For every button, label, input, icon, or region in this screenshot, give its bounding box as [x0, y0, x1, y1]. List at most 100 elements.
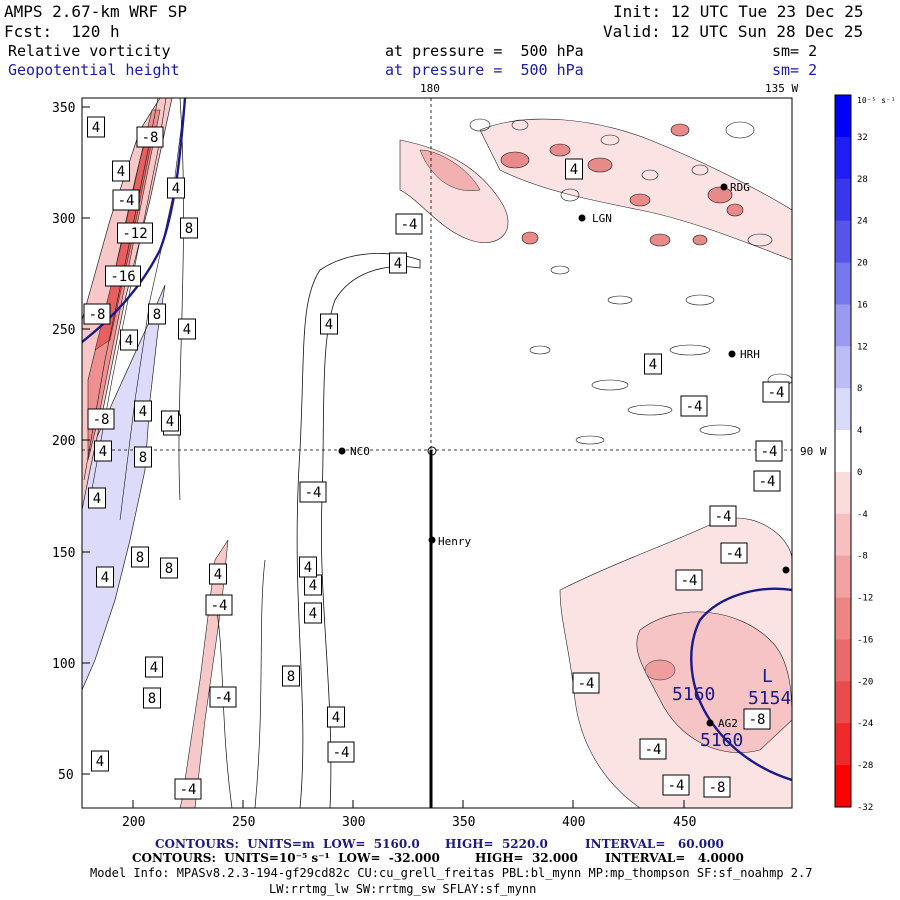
vorticity-contour-label: 8 [282, 665, 300, 687]
colorbar-swatch [835, 723, 851, 766]
colorbar-label: 0 [857, 468, 862, 478]
contours-height-interval: INTERVAL= 60.000 [585, 837, 724, 851]
x-tick-label: 350 [452, 815, 475, 830]
colorbar-unit: 10⁻⁵ s⁻¹ [857, 96, 896, 105]
svg-text:-4: -4 [726, 546, 743, 562]
station-label-lgn: LGN [592, 212, 612, 225]
height-contour-label: 5154 [748, 688, 791, 709]
vorticity-contour-label: 4 [94, 440, 112, 462]
contours-height-high: HIGH= 5220.0 [445, 837, 548, 851]
vorticity-contour-label: 8 [148, 303, 166, 325]
pole-marker [427, 446, 437, 456]
vorticity-contour-label: 8 [143, 687, 161, 709]
axis-ticks [82, 106, 685, 808]
svg-text:-4: -4 [645, 742, 662, 758]
model-info-radiation: LW:rrtmg_lw SW:rrtmg_sw SFLAY:sf_mynn [269, 882, 537, 896]
colorbar-label: 8 [857, 384, 862, 394]
svg-text:4: 4 [570, 162, 578, 178]
x-tick-label: 450 [673, 815, 696, 830]
colorbar-label: -32 [857, 803, 873, 813]
svg-text:8: 8 [153, 307, 161, 323]
station-dot [578, 214, 586, 222]
colorbar-swatch [835, 555, 851, 599]
lon-label-135w: 135 W [765, 82, 798, 95]
svg-text:8: 8 [148, 691, 156, 707]
svg-text:-4: -4 [715, 509, 732, 525]
vorticity-contour-label: -4 [112, 189, 140, 211]
y-tick-label: 250 [52, 323, 75, 338]
station-dot [720, 183, 728, 191]
vorticity-contour-label: 4 [304, 602, 322, 624]
station-label-henry: Henry [438, 535, 471, 548]
svg-text:-8: -8 [749, 712, 766, 728]
svg-text:-8: -8 [142, 130, 159, 146]
svg-text:-16: -16 [110, 269, 135, 285]
plot-frame [81, 97, 793, 809]
svg-text:4: 4 [183, 322, 191, 338]
svg-text:4: 4 [139, 404, 147, 420]
y-tick-label: 100 [52, 657, 75, 672]
colorbar-swatch [835, 430, 851, 473]
colorbar-swatch [835, 471, 851, 515]
vorticity-contour-label: 4 [112, 160, 130, 182]
shaded-fields [82, 98, 792, 808]
station-label-hrh: HRH [740, 348, 760, 361]
colorbar-swatch [835, 262, 851, 305]
svg-text:4: 4 [101, 570, 109, 586]
svg-text:4: 4 [125, 333, 133, 349]
svg-text:4: 4 [304, 560, 312, 576]
vorticity-contour-label: -8 [83, 303, 111, 325]
vorticity-contour-label: -8 [743, 708, 771, 730]
station-dot [428, 536, 436, 544]
svg-text:4: 4 [394, 256, 402, 272]
low-pressure-label: L [762, 666, 773, 687]
svg-text:8: 8 [139, 450, 147, 466]
vorticity-contour-label: -4 [209, 686, 237, 708]
contours-vort-info: CONTOURS: UNITS=10⁻⁵ s⁻¹ LOW= -32.000 [132, 851, 440, 865]
colorbar-swatch [835, 388, 851, 431]
svg-text:-4: -4 [761, 444, 778, 460]
svg-text:4: 4 [117, 164, 125, 180]
colorbar-swatch [835, 513, 851, 557]
svg-text:4: 4 [96, 754, 104, 770]
vorticity-contour-label: -4 [720, 542, 748, 564]
vorticity-contour-label: 8 [134, 446, 152, 468]
vorticity-contour-label: 4 [389, 252, 407, 274]
vorticity-contour-label: -12 [117, 222, 153, 244]
valid-time: Valid: 12 UTC Sun 28 Dec 25 [603, 22, 864, 41]
svg-text:-4: -4 [180, 782, 197, 798]
x-tick-label: 300 [342, 815, 365, 830]
vorticity-contour-label: 4 [644, 353, 662, 375]
vorticity-contour-label: -4 [205, 594, 233, 616]
svg-text:4: 4 [309, 606, 317, 622]
colorbar-swatch [835, 639, 851, 682]
colorbar-label: 12 [857, 342, 868, 352]
vorticity-contour-label: 4 [209, 563, 227, 585]
station-dot [706, 719, 714, 727]
svg-text:-12: -12 [122, 226, 147, 242]
height-contour-label: 5160 [700, 730, 743, 751]
colorbar-label: -16 [857, 635, 873, 645]
vorticity-contour-label: -8 [87, 408, 115, 430]
vorticity-contour-label: 4 [120, 329, 138, 351]
colorbar-swatch [835, 765, 851, 808]
colorbar-label: -8 [857, 552, 868, 562]
colorbar-label: 16 [857, 300, 868, 310]
svg-text:4: 4 [92, 120, 100, 136]
station-label-ag2: AG2 [718, 717, 738, 730]
svg-text:-4: -4 [686, 399, 703, 415]
vorticity-contour-label: -4 [299, 481, 327, 503]
colorbar: 32 28 24 20 16 12 8 4 0 -4 -8 -12 -16 -20 -24 -28 -32 [834, 94, 873, 813]
svg-text:-4: -4 [333, 745, 350, 761]
station-label-nco: NCO [350, 445, 370, 458]
svg-text:4: 4 [309, 578, 317, 594]
vorticity-contour-label: -8 [136, 126, 164, 148]
vorticity-contour-label: 4 [565, 158, 583, 180]
colorbar-swatch [835, 136, 851, 180]
field-height: Geopotential height [8, 61, 180, 79]
smoothing-vorticity: sm= 2 [772, 42, 818, 60]
vorticity-contour-label: 4 [87, 116, 105, 138]
vorticity-contour-label: 8 [180, 217, 198, 239]
y-tick-label: 300 [52, 212, 75, 227]
